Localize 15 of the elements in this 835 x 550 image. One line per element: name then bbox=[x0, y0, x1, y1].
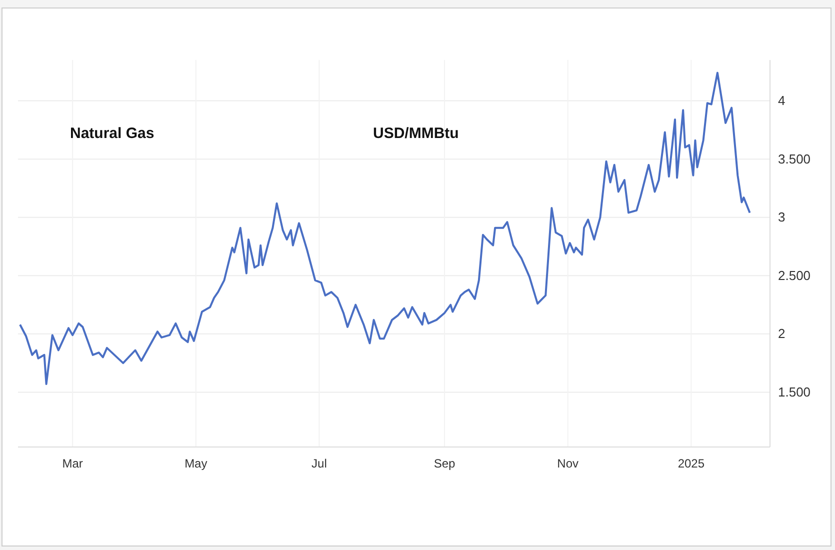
y-tick-label: 4 bbox=[778, 92, 786, 108]
line-series bbox=[19, 72, 751, 386]
y-tick-label: 2 bbox=[778, 326, 786, 342]
x-tick-label: Nov bbox=[557, 456, 579, 471]
y-tick-label: 1.500 bbox=[778, 384, 811, 400]
text: USD/MMBtu bbox=[373, 125, 459, 142]
y-tick-label: 3.500 bbox=[778, 151, 811, 166]
y-tick-label: 2.500 bbox=[778, 268, 811, 283]
text: Natural Gas bbox=[70, 125, 154, 142]
x-tick-label: Sep bbox=[434, 456, 456, 471]
y-tick-label: 3 bbox=[778, 210, 786, 225]
x-tick-label: 2025 bbox=[678, 456, 705, 471]
x-tick-label: May bbox=[184, 456, 208, 471]
x-tick-label: Mar bbox=[62, 456, 83, 471]
x-tick-label: Jul bbox=[312, 456, 327, 471]
